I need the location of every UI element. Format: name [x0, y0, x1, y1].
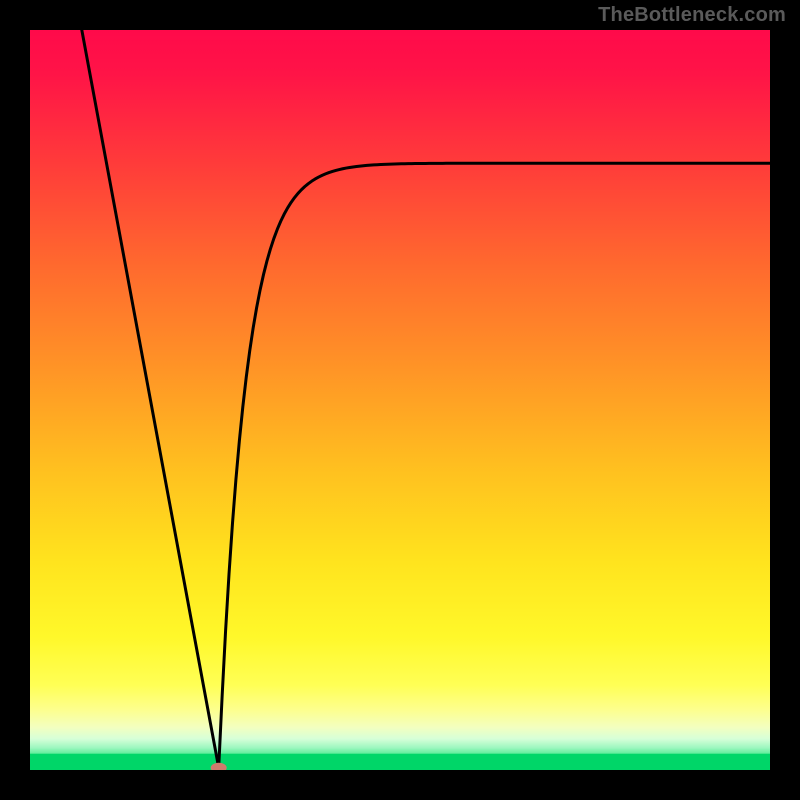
plot-background: [30, 30, 770, 770]
watermark-text: TheBottleneck.com: [598, 4, 786, 27]
plot-area: [30, 30, 770, 770]
chart-frame: TheBottleneck.com: [0, 0, 800, 800]
plot-svg: [30, 30, 770, 770]
green-band: [30, 754, 770, 770]
